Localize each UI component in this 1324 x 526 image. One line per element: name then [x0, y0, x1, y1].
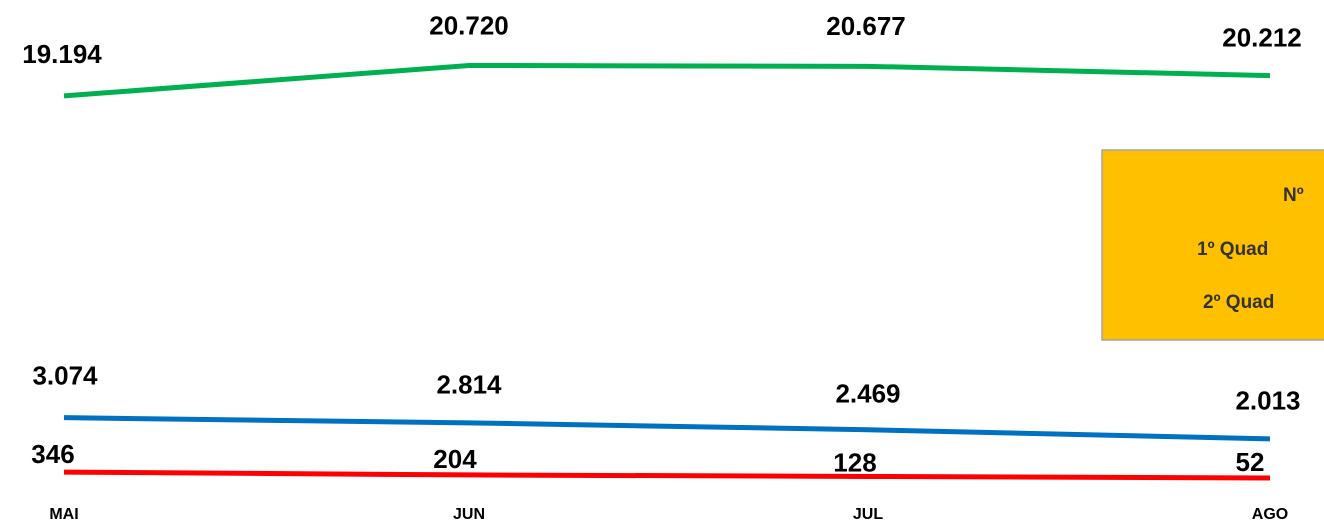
- data-label: 204: [433, 444, 477, 474]
- data-label: 2.814: [436, 370, 502, 400]
- x-tick-label: MAI: [49, 506, 78, 523]
- series-line: [63, 62, 1271, 99]
- data-label: 2.013: [1235, 386, 1300, 416]
- series-line: [63, 469, 1271, 481]
- data-label: 20.677: [826, 11, 906, 41]
- info-box-text: 2º Quad: [1203, 292, 1274, 313]
- data-label: 20.720: [429, 10, 509, 40]
- info-box-background: [1101, 149, 1324, 341]
- info-box: Nº 1º Quad 2º Quad: [1101, 149, 1324, 341]
- data-label: 128: [833, 447, 876, 477]
- x-tick-label: JUN: [453, 506, 485, 523]
- data-label: 52: [1236, 447, 1265, 477]
- x-tick-label: JUL: [853, 506, 883, 523]
- data-label: 2.469: [835, 379, 900, 409]
- info-box-text: Nº: [1283, 185, 1304, 206]
- data-label: 346: [31, 439, 74, 469]
- info-box-text: 1º Quad: [1197, 239, 1268, 260]
- x-tick-label: AGO: [1252, 506, 1288, 523]
- data-label: 20.212: [1222, 22, 1302, 52]
- data-label: 3.074: [32, 361, 98, 391]
- series-line: [63, 415, 1271, 442]
- data-label: 19.194: [22, 39, 102, 69]
